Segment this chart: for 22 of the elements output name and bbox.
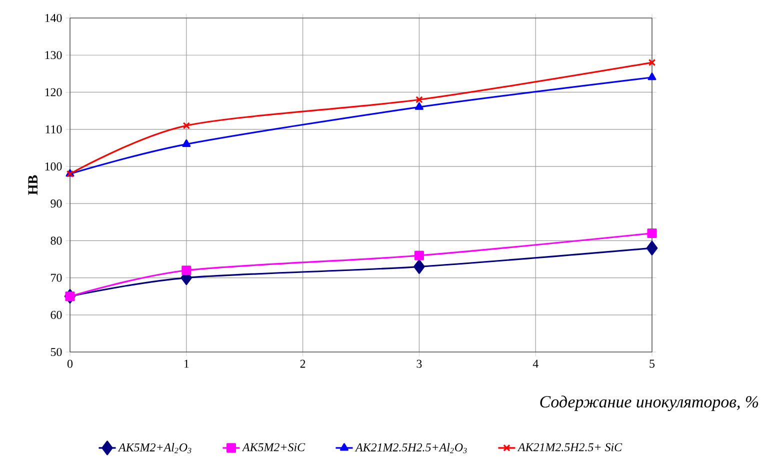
legend-label: AK21M2.5H2.5+Al$_{2}$O$_{3}$ xyxy=(354,443,467,454)
legend-label: AK5M2+SiC xyxy=(242,443,306,452)
y-tick-label: 90 xyxy=(50,200,62,208)
y-tick-label: 140 xyxy=(45,14,62,22)
x-tick-label: 5 xyxy=(650,360,655,368)
legend-label: AK21M2.5H2.5+ SiC xyxy=(517,443,622,452)
legend-label: AK5M2+Al$_{2}$O$_{3}$ xyxy=(118,443,192,454)
x-tick-label: 1 xyxy=(184,360,189,368)
x-tick-label: 4 xyxy=(532,360,538,368)
y-axis-title: HB xyxy=(28,175,38,195)
x-axis-title: Содержание инокуляторов, % xyxy=(540,396,758,412)
y-tick-label: 120 xyxy=(45,88,62,96)
y-tick-label: 110 xyxy=(46,125,62,134)
y-tick-label: 50 xyxy=(50,348,62,356)
x-tick-label: 2 xyxy=(300,360,306,368)
y-tick-label: 130 xyxy=(45,51,62,60)
y-tick-label: 100 xyxy=(45,162,62,170)
x-tick-label: 3 xyxy=(416,360,422,368)
y-tick-label: 70 xyxy=(51,274,62,282)
x-tick-label: 0 xyxy=(67,360,73,368)
y-tick-label: 60 xyxy=(50,310,62,319)
y-tick-label: 80 xyxy=(50,236,62,245)
